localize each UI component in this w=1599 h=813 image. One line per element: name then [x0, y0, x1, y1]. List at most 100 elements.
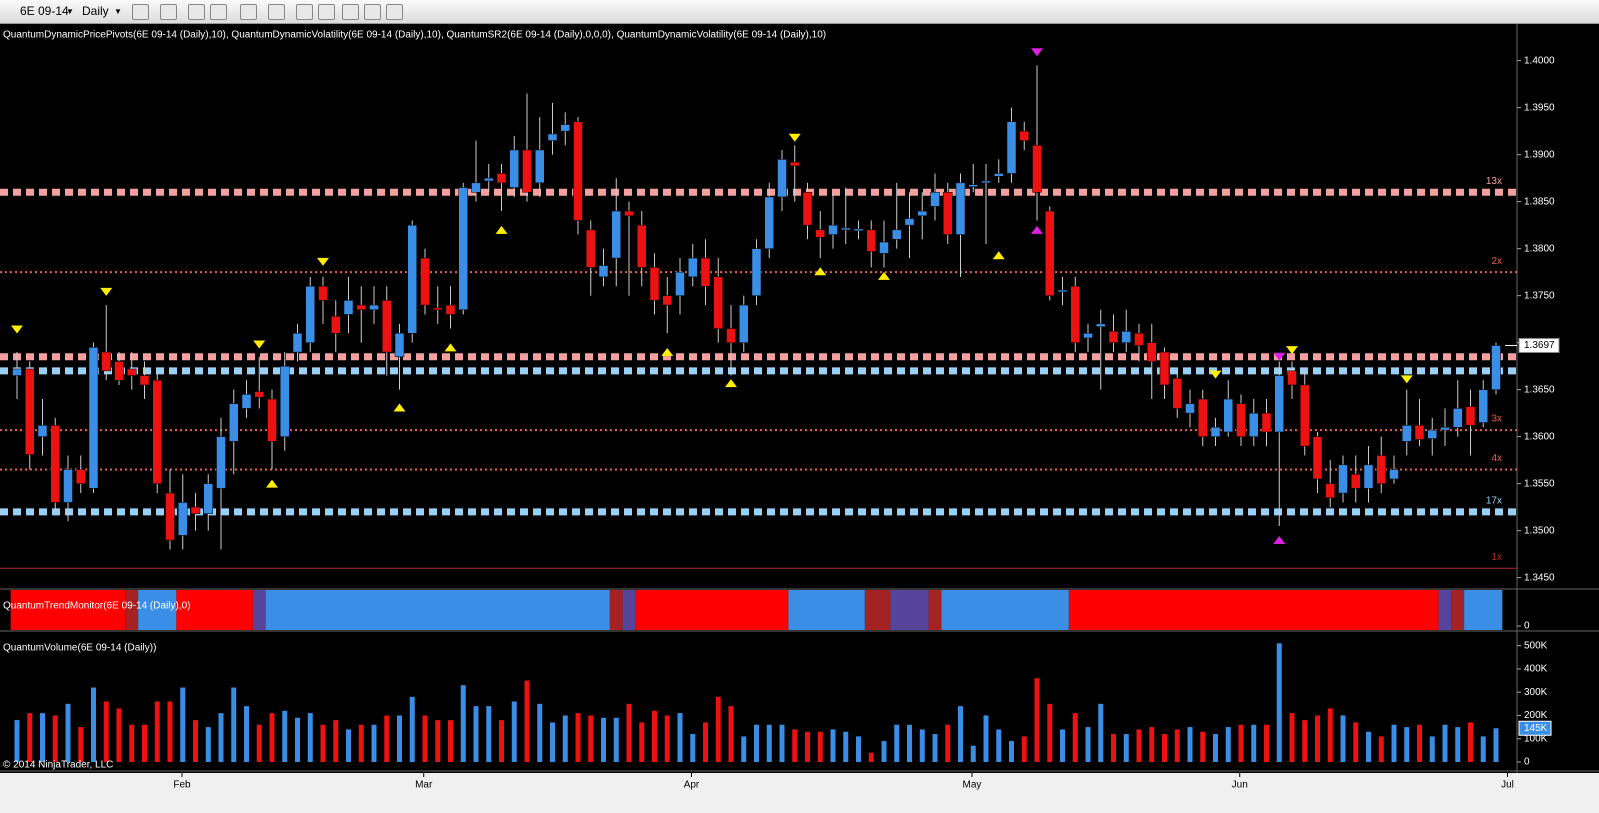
candle-body	[879, 241, 889, 254]
draw-button[interactable]	[160, 4, 177, 20]
y-tick-label: 1.3850	[1524, 196, 1555, 207]
trend-segment	[1464, 590, 1503, 630]
volume-bar	[1327, 708, 1333, 762]
candle-body	[114, 361, 124, 381]
trend-segment	[138, 590, 177, 630]
x-tick-label: Jun	[1232, 780, 1248, 791]
candle-body	[943, 192, 953, 235]
money-button[interactable]	[364, 4, 381, 20]
volume-bar	[805, 731, 810, 762]
candle-body	[1427, 429, 1437, 439]
volume-bar	[1251, 724, 1257, 762]
indicators-button[interactable]	[296, 4, 313, 20]
candle-body	[624, 210, 634, 217]
signal-marker	[1286, 346, 1298, 355]
signal-marker	[1031, 48, 1043, 57]
volume-bar	[1276, 643, 1282, 762]
candle-body	[841, 227, 851, 231]
y-tick-label: 1.3650	[1524, 384, 1555, 395]
last-price-label: 1.3697	[1524, 340, 1555, 351]
candle-body	[777, 159, 787, 198]
candle-body	[535, 149, 545, 184]
volume-bar	[231, 687, 237, 762]
volume-bar	[1442, 724, 1448, 762]
candle-body	[496, 173, 507, 184]
instrument-selector[interactable]: 6E 09-14	[20, 4, 69, 18]
chart-style-button[interactable]	[342, 4, 359, 20]
indicator-header: QuantumTrendMonitor(6E 09-14 (Daily),0)	[3, 601, 190, 612]
candle-body	[190, 506, 201, 514]
interval-selector[interactable]: Daily	[82, 4, 109, 18]
volume-bar	[1429, 736, 1435, 762]
signal-marker	[788, 133, 801, 142]
trend-segment	[1068, 590, 1439, 630]
candle-body	[484, 177, 494, 182]
candle-body	[1147, 342, 1157, 362]
candle-body	[981, 180, 991, 184]
volume-bar	[1200, 731, 1206, 762]
volume-bar	[524, 680, 530, 762]
candle-body	[790, 161, 800, 167]
candle-body	[713, 276, 723, 329]
candle-body	[509, 149, 519, 188]
candle-body	[688, 257, 698, 278]
trend-segment	[252, 590, 266, 630]
volume-bar	[1315, 715, 1320, 762]
data-box-button[interactable]	[268, 4, 285, 20]
y-tick-label: 1.3500	[1524, 525, 1555, 536]
signal-marker	[317, 257, 329, 266]
signal-marker	[1273, 352, 1286, 361]
volume-bar	[550, 722, 555, 762]
y-tick-label: 1.3800	[1524, 243, 1555, 254]
volume-bar	[256, 724, 262, 762]
y-tick-label: 300K	[1524, 687, 1548, 698]
trend-segment	[941, 590, 1069, 630]
dropdown-arrow[interactable]: ▼	[66, 7, 74, 16]
volume-bar	[728, 706, 734, 762]
y-tick-label: 1.4000	[1524, 55, 1555, 66]
volume-bar	[1136, 729, 1142, 762]
volume-bar	[1289, 713, 1295, 762]
candle-body	[802, 192, 813, 226]
volume-bar	[193, 720, 198, 762]
volume-bar	[269, 713, 275, 762]
signal-marker	[266, 479, 278, 488]
strategies-button[interactable]	[318, 4, 335, 20]
volume-bar	[116, 708, 122, 762]
properties-button[interactable]	[386, 4, 403, 20]
candle-body	[1159, 351, 1170, 386]
dropdown-arrow[interactable]: ▼	[114, 7, 122, 16]
signal-marker	[1209, 370, 1222, 379]
candle-body	[1185, 403, 1195, 414]
zoom-in-button[interactable]	[188, 4, 205, 20]
volume-bar	[703, 722, 708, 762]
candle-body	[127, 368, 137, 376]
candle-body	[1300, 384, 1310, 447]
volume-bar	[435, 720, 441, 762]
zoom-out-button[interactable]	[210, 4, 227, 20]
volume-bar	[52, 715, 58, 762]
volume-bar	[511, 701, 517, 762]
volume-bar	[626, 703, 632, 762]
candle-body	[305, 286, 315, 343]
candle-body	[1261, 412, 1272, 433]
candle-body	[165, 492, 175, 541]
volume-bar	[384, 715, 390, 762]
volume-bar	[690, 734, 696, 762]
volume-bar	[1034, 678, 1040, 762]
pointer-button[interactable]	[240, 4, 257, 20]
indicator-header: QuantumDynamicPricePivots(6E 09-14 (Dail…	[3, 30, 826, 41]
candle-body	[1312, 436, 1323, 480]
date-axis-background	[0, 773, 1599, 813]
candle-body	[1006, 121, 1017, 174]
bar-type-button[interactable]	[132, 4, 149, 20]
volume-bar	[499, 720, 504, 762]
trend-segment	[1438, 590, 1452, 630]
candle-body	[1210, 427, 1221, 437]
candle-body	[1032, 145, 1042, 193]
volume-bar	[1072, 713, 1078, 762]
volume-bar	[218, 713, 224, 762]
volume-bar	[741, 736, 747, 762]
level-label: 4x	[1491, 453, 1502, 464]
volume-bar	[1047, 703, 1053, 762]
